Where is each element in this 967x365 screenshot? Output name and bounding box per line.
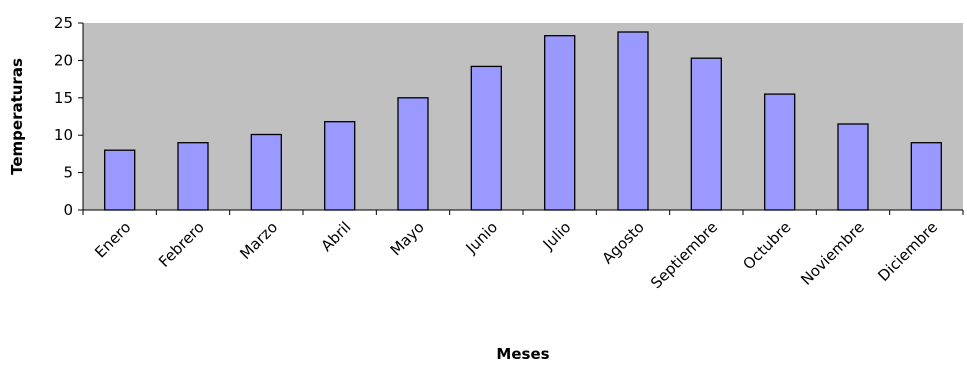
y-ticks-group: 0 5 10 15 20 25 xyxy=(54,14,83,219)
x-tick-label: Junio xyxy=(462,218,501,257)
x-tick-label: Mayo xyxy=(387,218,428,259)
x-tick-label: Abril xyxy=(318,218,355,255)
bar-marzo xyxy=(250,133,282,211)
y-tick-label: 5 xyxy=(63,164,73,182)
x-axis-title: Meses xyxy=(496,345,549,363)
x-tick-label: Noviembre xyxy=(797,218,868,289)
bar-abril xyxy=(324,121,356,211)
bar-octubre xyxy=(764,93,796,211)
y-tick-label: 10 xyxy=(54,126,73,144)
bar-febrero xyxy=(177,142,209,211)
x-tick-label: Febrero xyxy=(155,218,208,271)
bar-julio xyxy=(544,35,576,211)
bars-group xyxy=(104,31,942,211)
x-tick-label: Octubre xyxy=(739,218,794,273)
bar-diciembre xyxy=(910,142,942,211)
x-ticks-group: Enero Febrero Marzo Abril Mayo Junio Julio Agos… xyxy=(82,210,964,292)
plot-area xyxy=(83,23,963,210)
bar-noviembre xyxy=(837,123,869,211)
y-axis-title: Temperaturas xyxy=(8,58,26,175)
y-tick-label: 25 xyxy=(54,14,73,32)
x-tick-label: Diciembre xyxy=(874,218,941,285)
bar-enero xyxy=(104,149,136,211)
x-tick-label: Julio xyxy=(539,218,575,254)
bar-septiembre xyxy=(690,57,722,211)
bar-mayo xyxy=(397,97,429,211)
y-tick-label: 15 xyxy=(54,89,73,107)
x-tick-label: Marzo xyxy=(236,218,281,263)
y-tick-label: 0 xyxy=(63,201,73,219)
x-tick-label: Agosto xyxy=(598,218,647,267)
bar-junio xyxy=(470,65,502,211)
y-tick-label: 20 xyxy=(54,51,73,69)
x-tick-label: Septiembre xyxy=(647,218,721,292)
bar-agosto xyxy=(617,31,649,211)
x-tick-label: Enero xyxy=(91,218,134,261)
